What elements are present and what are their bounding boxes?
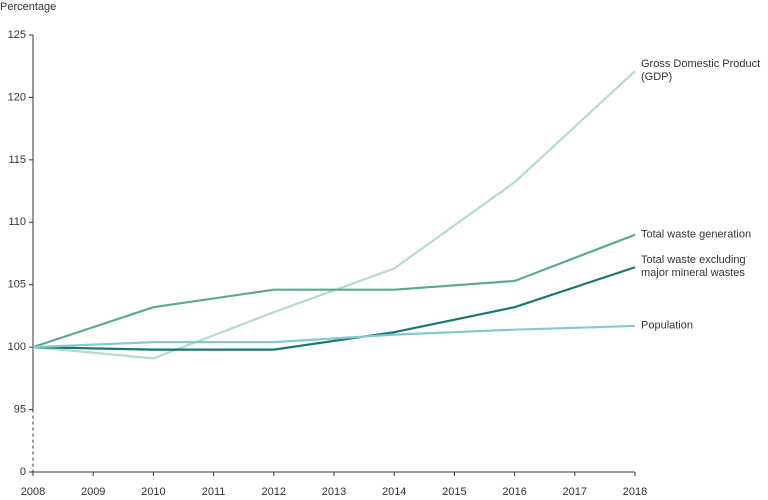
y-tick-label: 120: [8, 91, 26, 103]
series-label: Population: [641, 319, 693, 332]
series-line: [32, 266, 636, 351]
y-tick-label: 115: [8, 154, 26, 166]
y-tick-label: 95: [14, 403, 26, 415]
y-tick-label: 0: [20, 466, 26, 478]
series-line: [32, 324, 636, 349]
series-label: Gross Domestic Product (GDP): [641, 58, 761, 84]
x-tick-label: 2011: [202, 486, 226, 498]
y-tick-label: 100: [8, 341, 26, 353]
x-tick-label: 2009: [81, 486, 105, 498]
series-label: Total waste excluding major mineral wast…: [641, 254, 746, 280]
x-tick-label: 2012: [262, 486, 286, 498]
x-tick-label: 2010: [141, 486, 165, 498]
y-axis-label: Percentage: [0, 1, 56, 13]
x-tick-label: 2015: [442, 486, 466, 498]
y-tick-label: 105: [8, 279, 26, 291]
x-tick-label: 2018: [623, 486, 647, 498]
x-tick-label: 2008: [21, 486, 45, 498]
series-line: [32, 233, 636, 349]
x-tick-label: 2017: [563, 486, 587, 498]
series-line: [32, 70, 636, 360]
x-tick-label: 2016: [502, 486, 526, 498]
series-label: Total waste generation: [641, 228, 752, 241]
x-tick-label: 2014: [382, 486, 406, 498]
y-tick-label: 110: [8, 216, 26, 228]
y-tick-label: 125: [8, 29, 26, 41]
x-tick-label: 2013: [322, 486, 346, 498]
